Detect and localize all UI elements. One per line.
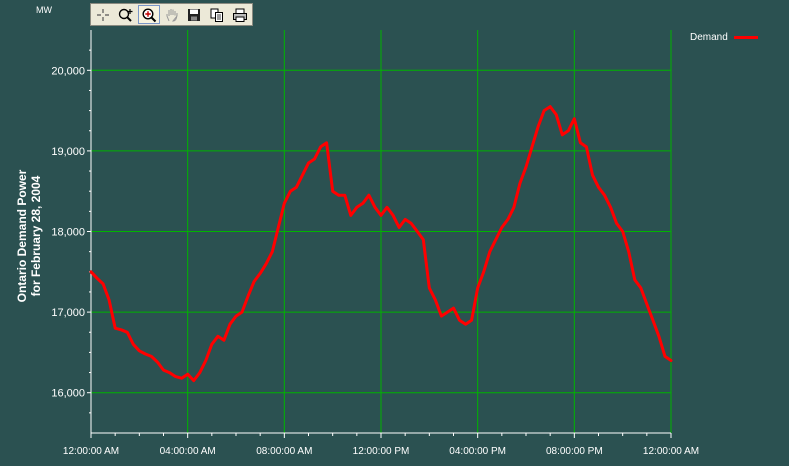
x-tick-label: 08:00:00 AM [256, 446, 312, 457]
x-tick-label: 12:00:00 PM [353, 446, 410, 457]
y-tick-label: 20,000 [51, 65, 85, 77]
x-tick-label: 12:00:00 AM [63, 446, 119, 457]
print-tool-button[interactable] [229, 5, 251, 24]
crosshair-tool-button[interactable] [92, 5, 114, 24]
save-icon [188, 8, 201, 21]
zoom-box-tool-button[interactable] [137, 5, 160, 24]
print-icon [233, 8, 248, 22]
crosshair-icon [96, 8, 109, 21]
zoom-box-icon [142, 7, 156, 22]
y-tick-labels: 16,000 17,000 18,000 19,000 20,000 [51, 65, 85, 399]
x-tick-label: 08:00:00 PM [546, 446, 603, 457]
legend-swatch-demand [733, 36, 758, 39]
axis-ticks [87, 49, 672, 438]
x-tick-label: 12:00:00 AM [643, 446, 699, 457]
x-tick-labels: 12:00:00 AM 04:00:00 AM 08:00:00 AM 12:00:0… [63, 446, 699, 457]
y-unit-label: MW [36, 5, 52, 15]
legend: Demand [690, 32, 758, 43]
zoom-in-icon [118, 8, 133, 22]
x-tick-label: 04:00:00 AM [160, 446, 216, 457]
pan-tool-button[interactable] [161, 5, 183, 24]
copy-tool-button[interactable] [206, 5, 228, 24]
copy-icon [210, 8, 224, 22]
y-axis-title-line1: Ontario Demand Power [15, 169, 29, 303]
save-tool-button[interactable] [183, 5, 205, 24]
y-tick-label: 18,000 [51, 227, 85, 239]
y-axis-title-line2: for February 28, 2004 [29, 175, 43, 297]
x-tick-label: 04:00:00 PM [449, 446, 506, 457]
pan-hand-icon [166, 8, 178, 22]
y-tick-label: 17,000 [51, 307, 85, 319]
legend-label-demand: Demand [690, 32, 728, 43]
chart-toolbar [90, 3, 253, 26]
y-axis-title: Ontario Demand Power for February 28, 20… [15, 116, 43, 356]
series-line-demand [89, 105, 673, 383]
y-tick-label: 19,000 [51, 146, 85, 158]
y-tick-label: 16,000 [51, 388, 85, 400]
series-group [89, 105, 673, 383]
horizontal-gridlines [91, 69, 671, 394]
zoom-in-tool-button[interactable] [115, 5, 137, 24]
